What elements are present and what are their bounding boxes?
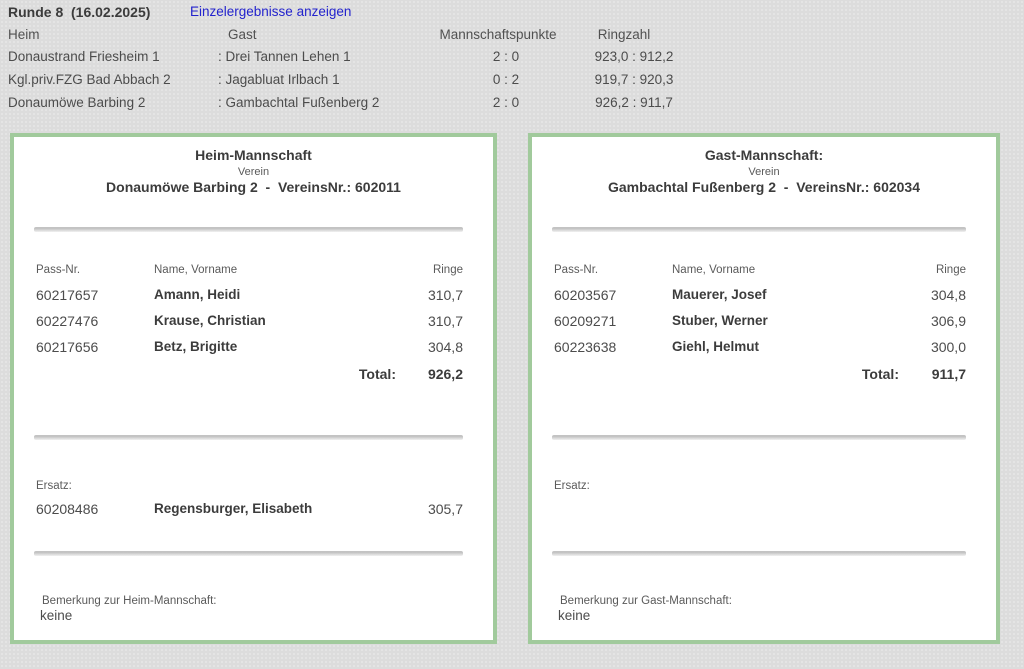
match-row-home: Donaumöwe Barbing 2 [8, 95, 146, 110]
verein-label: Verein [748, 166, 780, 178]
player-rings: 300,0 [930, 339, 966, 355]
divider [552, 435, 966, 440]
player-pass: 60217657 [36, 287, 99, 303]
team-boxes: Heim-Mannschaft Verein Donaumöwe Barbing… [10, 133, 1014, 644]
player-rings: 306,9 [930, 313, 966, 329]
pass-column-header: Pass-Nr. [36, 264, 81, 276]
home-box-title: Heim-Mannschaft [195, 147, 312, 163]
player-pass: 60209271 [554, 313, 617, 329]
match-row-home: Donaustrand Friesheim 1 [8, 49, 160, 64]
remark-value: keine [40, 608, 73, 623]
player-rings: 304,8 [930, 287, 966, 303]
player-name: Stuber, Werner [672, 313, 768, 328]
player-pass: 60223638 [554, 339, 617, 355]
ersatz-label: Ersatz: [554, 480, 590, 492]
column-header-points: Mannschaftspunkte [439, 27, 557, 42]
match-row-rings: 923,0 : 912,2 [594, 49, 674, 64]
match-row-guest: : Jagabluat Irlbach 1 [218, 72, 340, 87]
divider [552, 551, 966, 556]
total-value: 911,7 [931, 366, 966, 382]
home-team-box: Heim-Mannschaft Verein Donaumöwe Barbing… [10, 133, 497, 644]
player-pass: 60217656 [36, 339, 99, 355]
guest-team-box: Gast-Mannschaft: Verein Gambachtal Fußen… [528, 133, 1000, 644]
rings-column-header: Ringe [935, 264, 966, 276]
match-row-rings: 926,2 : 911,7 [595, 95, 673, 110]
substitute-pass: 60208486 [36, 501, 99, 517]
total-label: Total: [358, 366, 396, 382]
player-pass: 60203567 [554, 287, 617, 303]
name-column-header: Name, Vorname [672, 264, 756, 276]
player-pass: 60227476 [36, 313, 99, 329]
player-name: Betz, Brigitte [154, 339, 238, 354]
home-team-line: Donaumöwe Barbing 2 - VereinsNr.: 602011 [106, 179, 401, 195]
player-name: Amann, Heidi [154, 287, 241, 302]
pass-column-header: Pass-Nr. [554, 264, 599, 276]
column-header-guest: Gast [228, 27, 257, 42]
player-name: Mauerer, Josef [672, 287, 767, 302]
ersatz-label: Ersatz: [36, 480, 72, 492]
player-name: Giehl, Helmut [672, 339, 760, 354]
player-rings: 310,7 [427, 287, 463, 303]
match-row-rings: 919,7 : 920,3 [594, 72, 674, 87]
player-name: Krause, Christian [154, 313, 266, 328]
match-row-guest: : Drei Tannen Lehen 1 [218, 49, 351, 64]
remark-label: Bemerkung zur Gast-Mannschaft: [560, 595, 732, 607]
match-row-guest: : Gambachtal Fußenberg 2 [218, 95, 380, 110]
verein-label: Verein [237, 166, 270, 178]
single-results-link[interactable]: Einzelergebnisse anzeigen [190, 4, 352, 19]
round-summary: Runde 8 (16.02.2025) Einzelergebnisse an… [0, 0, 1024, 133]
guest-box-title: Gast-Mannschaft: [704, 147, 824, 163]
match-row-points: 2 : 0 [492, 95, 520, 110]
name-column-header: Name, Vorname [154, 264, 238, 276]
match-row-home: Kgl.priv.FZG Bad Abbach 2 [8, 72, 171, 87]
column-header-home: Heim [8, 27, 40, 42]
substitute-rings: 305,7 [427, 501, 463, 517]
guest-team-line: Gambachtal Fußenberg 2 - VereinsNr.: 602… [607, 179, 920, 195]
player-rings: 304,8 [427, 339, 463, 355]
player-rings: 310,7 [427, 313, 463, 329]
divider [552, 227, 966, 232]
remark-label: Bemerkung zur Heim-Mannschaft: [42, 595, 217, 607]
remark-value: keine [558, 608, 591, 623]
rings-column-header: Ringe [432, 264, 463, 276]
total-value: 926,2 [427, 366, 463, 382]
total-label: Total: [861, 366, 899, 382]
divider [34, 227, 463, 232]
round-title: Runde 8 (16.02.2025) [8, 4, 151, 20]
match-row-points: 0 : 2 [492, 72, 520, 87]
divider [34, 551, 463, 556]
column-header-rings: Ringzahl [597, 27, 651, 42]
substitute-name: Regensburger, Elisabeth [154, 501, 313, 516]
match-row-points: 2 : 0 [492, 49, 520, 64]
divider [34, 435, 463, 440]
